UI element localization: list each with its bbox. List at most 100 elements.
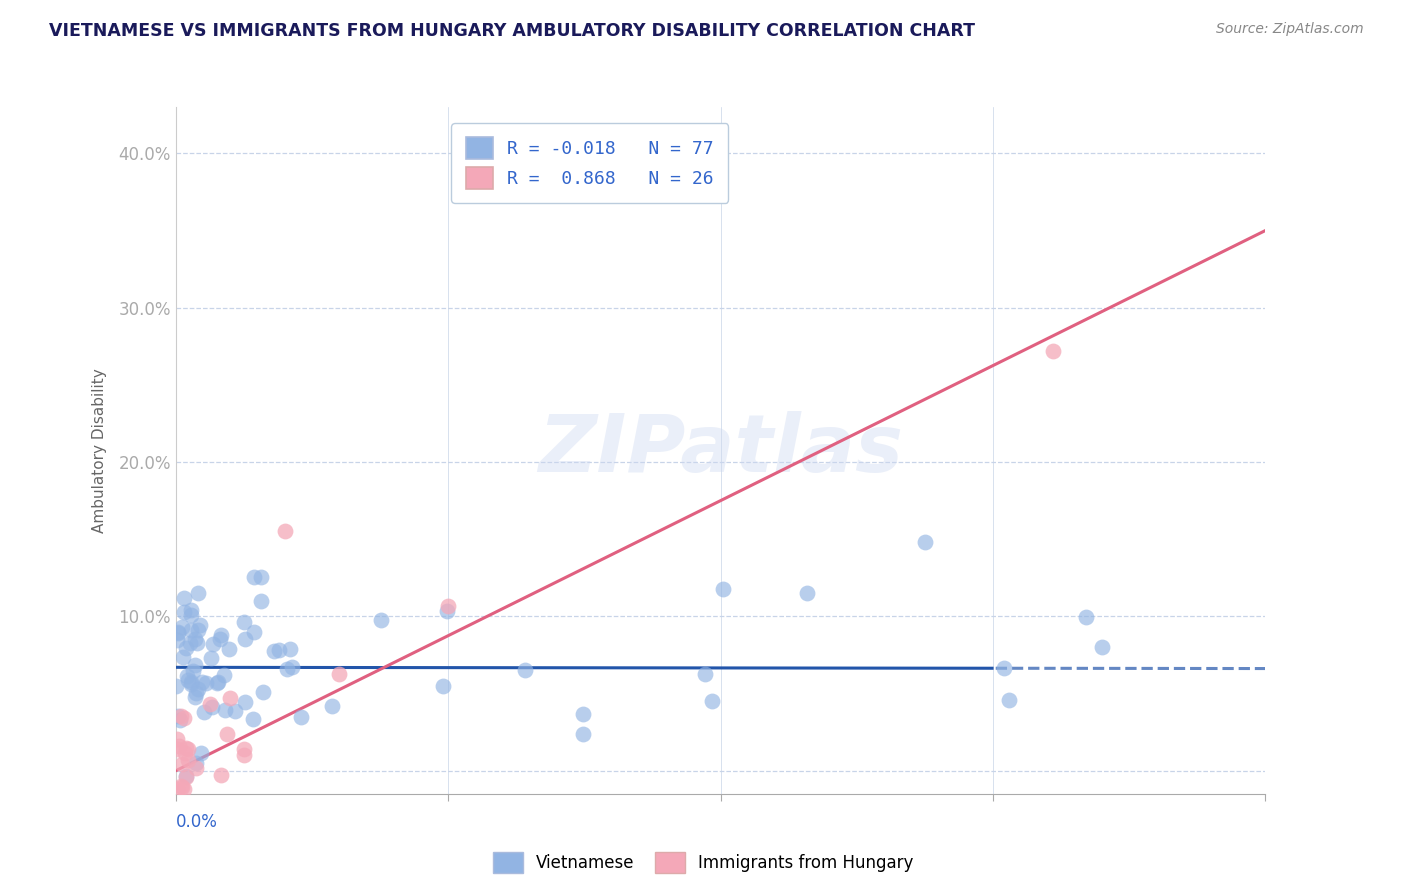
Legend: Vietnamese, Immigrants from Hungary: Vietnamese, Immigrants from Hungary	[486, 846, 920, 880]
Point	[184, 686, 207, 700]
Point	[513, 663, 536, 677]
Y-axis label: Ambulatory Disability: Ambulatory Disability	[93, 368, 107, 533]
Point	[187, 681, 209, 696]
Point	[176, 640, 198, 655]
Point	[180, 607, 202, 622]
Point	[169, 713, 191, 727]
Point	[432, 679, 454, 693]
Point	[280, 660, 302, 674]
Point	[179, 636, 201, 650]
Point	[172, 780, 194, 794]
Point	[173, 782, 195, 797]
Point	[173, 711, 195, 725]
Point	[183, 690, 205, 704]
Point	[214, 702, 236, 716]
Point	[166, 731, 188, 746]
Point	[263, 644, 285, 658]
Point	[186, 756, 208, 770]
Point	[370, 613, 392, 627]
Point	[190, 747, 212, 761]
Point	[572, 706, 595, 721]
Point	[207, 674, 229, 689]
Text: Source: ZipAtlas.com: Source: ZipAtlas.com	[1216, 22, 1364, 37]
Point	[186, 636, 208, 650]
Point	[693, 666, 716, 681]
Point	[208, 632, 231, 646]
Point	[278, 642, 301, 657]
Point	[274, 524, 297, 539]
Point	[235, 695, 257, 709]
Point	[328, 667, 350, 681]
Point	[170, 756, 193, 771]
Point	[796, 586, 818, 600]
Point	[188, 618, 211, 632]
Point	[194, 676, 217, 690]
Point	[209, 628, 232, 642]
Point	[1090, 640, 1112, 654]
Point	[173, 746, 195, 760]
Point	[172, 649, 194, 664]
Point	[243, 570, 266, 584]
Point	[218, 641, 240, 656]
Point	[173, 591, 195, 605]
Point	[250, 594, 273, 608]
Point	[209, 768, 232, 782]
Point	[572, 727, 595, 741]
Point	[200, 697, 222, 711]
Point	[290, 710, 312, 724]
Point	[186, 761, 208, 775]
Point	[190, 674, 212, 689]
Point	[200, 651, 222, 665]
Point	[180, 603, 202, 617]
Point	[212, 667, 235, 681]
Point	[166, 742, 188, 756]
Point	[172, 620, 194, 634]
Point	[167, 625, 190, 640]
Point	[276, 662, 298, 676]
Point	[184, 657, 207, 672]
Point	[219, 691, 242, 706]
Point	[180, 675, 202, 690]
Point	[166, 782, 188, 797]
Point	[177, 742, 200, 756]
Text: ZIPatlas: ZIPatlas	[538, 411, 903, 490]
Point	[177, 753, 200, 767]
Point	[232, 615, 254, 630]
Point	[180, 677, 202, 691]
Point	[437, 599, 460, 614]
Point	[167, 626, 190, 640]
Point	[998, 693, 1021, 707]
Point	[269, 643, 291, 657]
Point	[232, 748, 254, 763]
Point	[187, 586, 209, 600]
Point	[170, 780, 193, 794]
Point	[243, 625, 266, 640]
Text: 0.0%: 0.0%	[176, 814, 218, 831]
Point	[176, 669, 198, 683]
Point	[993, 661, 1015, 675]
Legend: R = -0.018   N = 77, R =  0.868   N = 26: R = -0.018 N = 77, R = 0.868 N = 26	[451, 123, 728, 203]
Point	[174, 769, 197, 783]
Point	[173, 605, 195, 619]
Point	[1074, 609, 1097, 624]
Point	[174, 770, 197, 784]
Point	[233, 632, 256, 646]
Point	[180, 623, 202, 637]
Point	[914, 535, 936, 549]
Point	[252, 684, 274, 698]
Point	[224, 704, 246, 718]
Point	[207, 675, 229, 690]
Point	[1042, 343, 1064, 358]
Point	[177, 673, 200, 687]
Text: VIETNAMESE VS IMMIGRANTS FROM HUNGARY AMBULATORY DISABILITY CORRELATION CHART: VIETNAMESE VS IMMIGRANTS FROM HUNGARY AM…	[49, 22, 976, 40]
Point	[165, 679, 187, 693]
Point	[321, 698, 343, 713]
Point	[170, 708, 193, 723]
Point	[201, 637, 224, 651]
Point	[242, 712, 264, 726]
Point	[250, 570, 273, 584]
Point	[184, 632, 207, 646]
Point	[174, 740, 197, 755]
Point	[217, 726, 239, 740]
Point	[201, 700, 224, 714]
